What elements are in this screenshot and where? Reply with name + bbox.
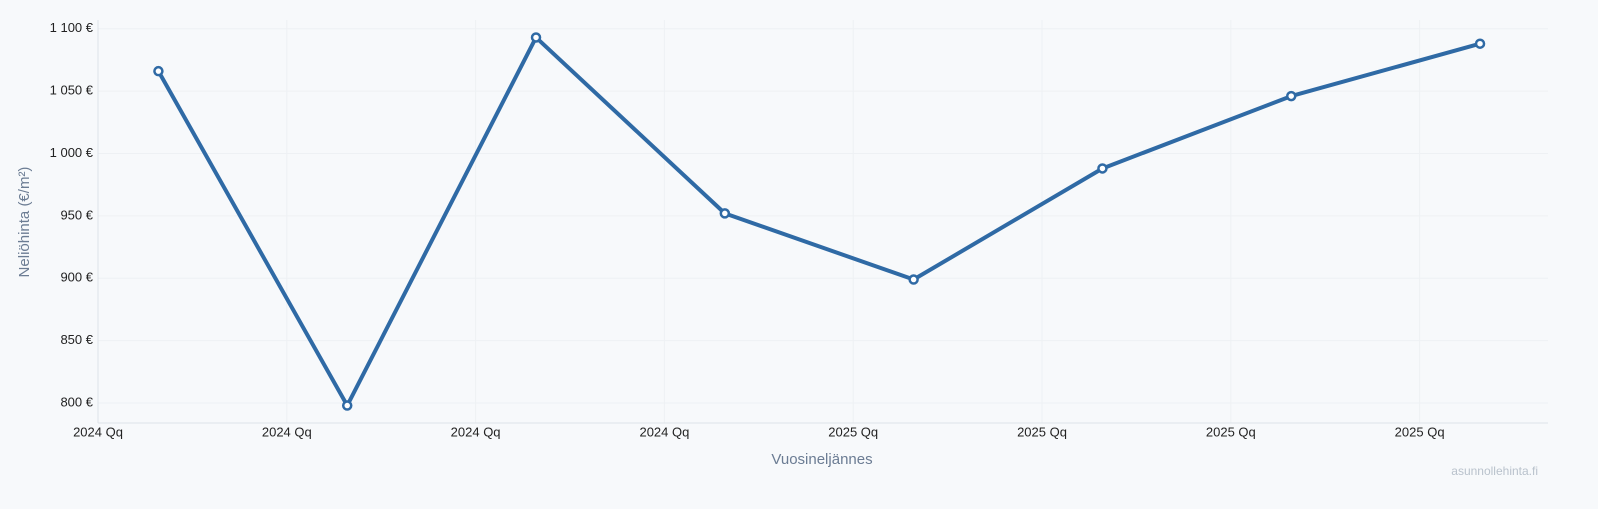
point bbox=[719, 208, 731, 219]
y-tick-label: 950 € bbox=[60, 207, 93, 222]
x-tick-label: 2025 Qq bbox=[1206, 424, 1256, 439]
x-tick-label: 2024 Qq bbox=[639, 424, 689, 439]
point bbox=[341, 400, 353, 411]
y-tick-label: 1 100 € bbox=[50, 20, 94, 35]
watermark: asunnollehinta.fi bbox=[1451, 464, 1538, 478]
x-axis-title: Vuosineljännes bbox=[771, 451, 872, 468]
point bbox=[1285, 90, 1297, 102]
point bbox=[1097, 163, 1108, 174]
y-tick-label: 850 € bbox=[60, 332, 93, 347]
point bbox=[530, 32, 542, 43]
y-tick-label: 1 000 € bbox=[50, 145, 94, 160]
y-tick-label: 900 € bbox=[60, 270, 93, 285]
x-tick-label: 2024 Qq bbox=[451, 424, 501, 439]
y-tick-label: 800 € bbox=[60, 394, 93, 409]
y-axis-title: Neliöhinta (€/m²) bbox=[16, 167, 33, 278]
line bbox=[156, 35, 1481, 408]
x-tick-label: 2025 Qq bbox=[1017, 424, 1067, 439]
y-tick-label: 1 050 € bbox=[50, 83, 94, 98]
point bbox=[153, 65, 164, 77]
point bbox=[1474, 38, 1486, 49]
x-tick-label: 2025 Qq bbox=[828, 424, 878, 439]
point bbox=[908, 274, 919, 285]
x-tick-label: 2025 Qq bbox=[1395, 424, 1445, 439]
x-tick-label: 2024 Qq bbox=[262, 424, 312, 439]
x-tick-label: 2024 Qq bbox=[73, 424, 123, 439]
